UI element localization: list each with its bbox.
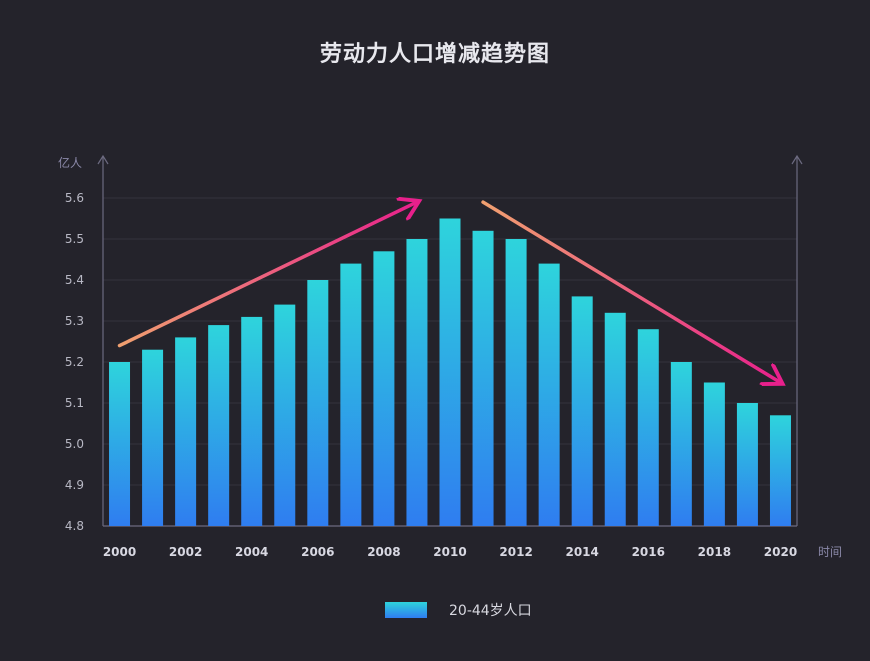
bar-2015 — [604, 312, 626, 526]
y-tick-label: 4.8 — [65, 519, 84, 533]
y-tick-label: 5.2 — [65, 355, 84, 369]
bar-2001 — [142, 349, 164, 526]
y-tick-label: 5.0 — [65, 437, 84, 451]
bar-2004 — [241, 316, 263, 526]
x-tick-label: 2008 — [367, 545, 400, 559]
x-tick-label: 2010 — [433, 545, 466, 559]
bar-2010 — [439, 218, 461, 526]
legend: 20-44岁人口 — [385, 600, 532, 620]
x-tick-label: 2020 — [764, 545, 797, 559]
bar-2000 — [109, 362, 131, 526]
bar-2008 — [373, 251, 395, 527]
bar-2012 — [505, 239, 527, 526]
x-tick-label: 2012 — [499, 545, 532, 559]
x-axis-label: 时间 — [818, 545, 842, 559]
x-tick-label: 2004 — [235, 545, 268, 559]
y-tick-label: 5.5 — [65, 232, 84, 246]
bar-2003 — [208, 325, 230, 526]
bar-2014 — [571, 296, 593, 526]
x-tick-label: 2006 — [301, 545, 334, 559]
trend-arrow-down — [481, 200, 780, 382]
x-tick-label: 2014 — [565, 545, 598, 559]
bar-2009 — [406, 239, 428, 526]
bar-2013 — [538, 263, 560, 526]
y-tick-label: 4.9 — [65, 478, 84, 492]
bar-2005 — [274, 304, 296, 526]
bar-2020 — [769, 415, 791, 526]
y-tick-label: 5.1 — [65, 396, 84, 410]
bar-2011 — [472, 230, 494, 527]
bar-2017 — [670, 362, 692, 526]
bar-2006 — [307, 280, 329, 526]
y-tick-label: 5.3 — [65, 314, 84, 328]
y-axis-label: 亿人 — [58, 155, 82, 170]
x-tick-label: 2002 — [169, 545, 202, 559]
x-tick-label: 2000 — [103, 545, 136, 559]
bar-2007 — [340, 263, 362, 526]
y-tick-label: 5.4 — [65, 273, 84, 287]
y-axis-right-arrow — [791, 154, 803, 165]
bar-2018 — [703, 382, 725, 526]
trend-arrow-up — [117, 202, 417, 348]
legend-swatch — [385, 602, 427, 618]
bar-2002 — [175, 337, 197, 526]
bar-2019 — [736, 403, 758, 526]
y-axis-left-arrow — [97, 154, 109, 165]
y-tick-label: 5.6 — [65, 191, 84, 205]
x-tick-label: 2018 — [698, 545, 731, 559]
chart-title: 劳动力人口增减趋势图 — [319, 41, 550, 67]
x-tick-label: 2016 — [632, 545, 665, 559]
legend-label: 20-44岁人口 — [449, 603, 532, 619]
bar-2016 — [637, 329, 659, 526]
